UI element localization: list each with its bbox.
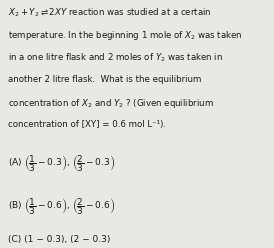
Text: temperature. In the beginning 1 mole of $X_2$ was taken: temperature. In the beginning 1 mole of … (8, 29, 243, 42)
Text: concentration of [XY] = 0.6 mol L⁻¹).: concentration of [XY] = 0.6 mol L⁻¹). (8, 120, 166, 129)
Text: (B) $\left(\dfrac{1}{3}-0.6\right)$, $\left(\dfrac{2}{3}-0.6\right)$: (B) $\left(\dfrac{1}{3}-0.6\right)$, $\l… (8, 196, 115, 217)
Text: (A) $\left(\dfrac{1}{3}-0.3\right)$, $\left(\dfrac{2}{3}-0.3\right)$: (A) $\left(\dfrac{1}{3}-0.3\right)$, $\l… (8, 153, 115, 174)
Text: $X_2 + Y_2 \rightleftharpoons 2XY$ reaction was studied at a certain: $X_2 + Y_2 \rightleftharpoons 2XY$ react… (8, 6, 212, 19)
Text: concentration of $X_2$ and $Y_2$ ? (Given equilibrium: concentration of $X_2$ and $Y_2$ ? (Give… (8, 97, 214, 110)
Text: (C) (1 − 0.3), (2 − 0.3): (C) (1 − 0.3), (2 − 0.3) (8, 235, 111, 244)
Text: in a one litre flask and 2 moles of $Y_2$ was taken in: in a one litre flask and 2 moles of $Y_2… (8, 52, 223, 64)
Text: another 2 litre flask.  What is the equilibrium: another 2 litre flask. What is the equil… (8, 75, 202, 84)
